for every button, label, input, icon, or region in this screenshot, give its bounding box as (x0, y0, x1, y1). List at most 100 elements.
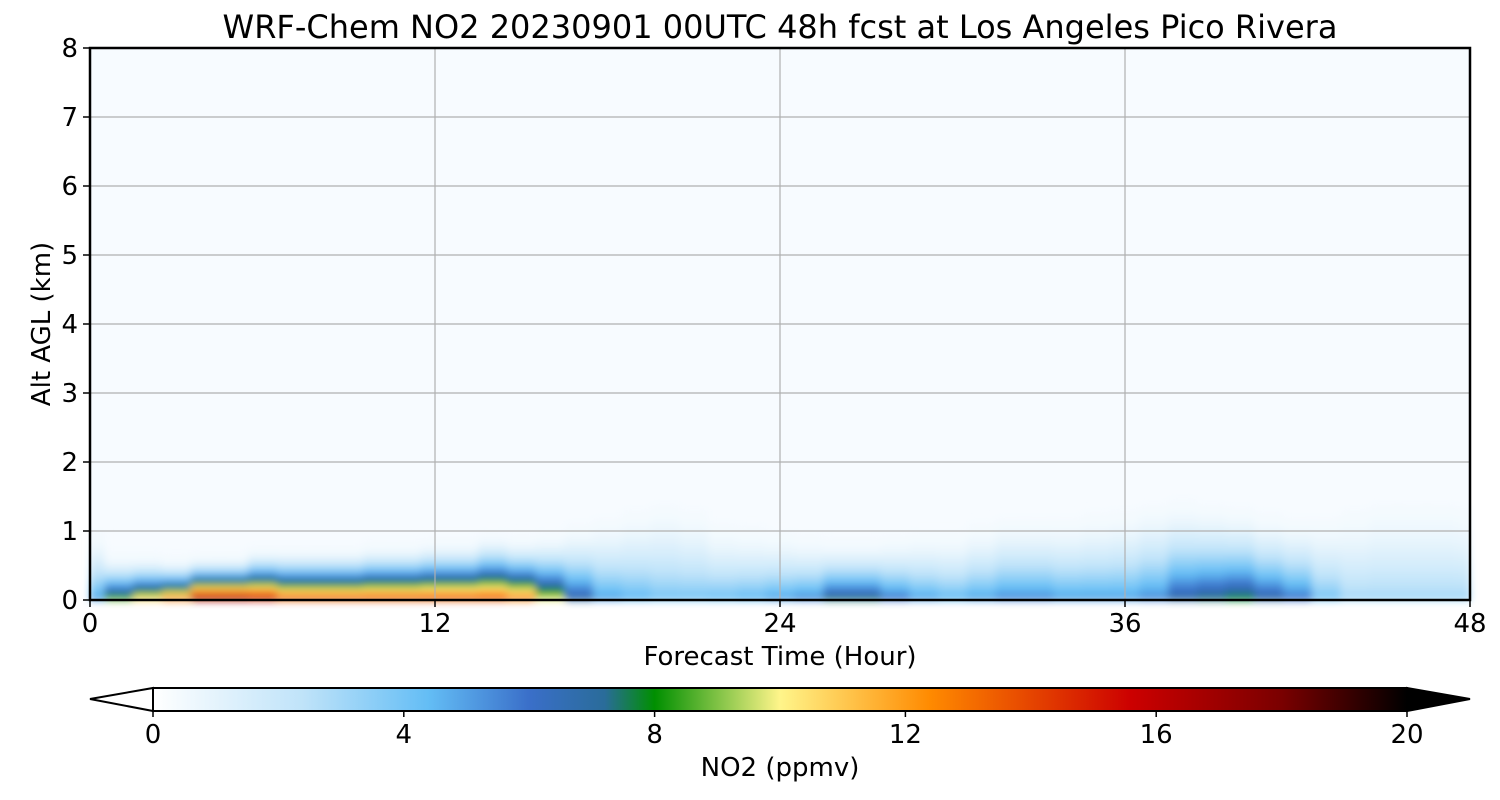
no2-cell (1398, 594, 1428, 598)
no2-cell (1081, 553, 1112, 557)
no2-cell (1369, 517, 1399, 521)
no2-cell (248, 550, 278, 554)
no2-cell (880, 575, 910, 579)
no2-cell (938, 544, 968, 549)
no2-cell (794, 558, 824, 562)
no2-cell (564, 528, 594, 532)
no2-cell (276, 569, 307, 573)
no2-cell (966, 580, 997, 585)
no2-cell (305, 564, 335, 568)
no2-cell (449, 539, 479, 543)
no2-cell (1225, 591, 1255, 596)
no2-cell (909, 577, 939, 582)
no2-cell (1225, 566, 1255, 571)
no2-cell (1283, 561, 1313, 565)
no2-cell (219, 558, 249, 562)
no2-cell (1225, 589, 1255, 593)
no2-cell (1311, 542, 1342, 546)
no2-cell (995, 572, 1025, 576)
no2-cell (1168, 561, 1198, 565)
no2-cell (1081, 577, 1112, 582)
no2-cell (593, 522, 623, 527)
no2-cell (1340, 594, 1370, 598)
no2-cell (1053, 561, 1083, 565)
no2-cell (1426, 522, 1457, 527)
no2-cell (391, 555, 422, 560)
no2-cell (794, 569, 824, 573)
no2-cell (391, 544, 422, 549)
no2-cell (1455, 517, 1471, 521)
no2-cell (1053, 555, 1083, 560)
no2-cell (1225, 539, 1255, 543)
no2-cell (305, 569, 335, 573)
no2-cell (708, 525, 738, 529)
no2-cell (1139, 564, 1169, 568)
no2-cell (1398, 514, 1428, 518)
no2-cell (276, 547, 307, 551)
no2-cell (736, 577, 767, 582)
no2-cell (708, 539, 738, 543)
no2-cell (794, 594, 824, 598)
no2-cell (966, 539, 997, 543)
no2-cell (90, 572, 105, 576)
no2-cell (1139, 536, 1169, 540)
no2-cell (823, 589, 853, 593)
no2-cell (823, 561, 853, 565)
no2-cell (1283, 589, 1313, 593)
no2-cell (248, 558, 278, 562)
no2-cell (1196, 508, 1227, 513)
no2-cell (679, 544, 709, 549)
no2-cell (1139, 544, 1169, 549)
no2-cell (90, 586, 105, 590)
no2-cell (1196, 575, 1227, 579)
no2-cell (363, 561, 393, 565)
no2-cell (1024, 555, 1054, 560)
no2-cell (1168, 555, 1198, 560)
no2-cell (1139, 520, 1169, 524)
no2-cell (650, 594, 680, 598)
no2-cell (1311, 525, 1342, 529)
no2-cell (1168, 569, 1198, 573)
no2-cell (363, 591, 393, 596)
no2-cell (679, 569, 709, 573)
no2-cell (1311, 558, 1342, 562)
no2-cell (1196, 586, 1227, 590)
no2-cell (650, 591, 680, 596)
no2-cell (909, 536, 939, 540)
no2-cell (535, 586, 565, 590)
no2-cell (305, 558, 335, 562)
no2-cell (1311, 531, 1342, 535)
no2-cell (1369, 591, 1399, 596)
no2-cell (564, 569, 594, 573)
no2-cell (1340, 514, 1370, 518)
no2-cell (1139, 528, 1169, 532)
no2-cell (880, 547, 910, 551)
no2-cell (966, 533, 997, 538)
no2-cell (909, 550, 939, 554)
no2-cell (794, 536, 824, 540)
no2-cell (966, 586, 997, 590)
no2-cell (535, 564, 565, 568)
no2-cell (190, 583, 220, 587)
no2-cell (1254, 561, 1284, 565)
no2-cell (1196, 514, 1227, 518)
no2-cell (995, 542, 1025, 546)
no2-cell (880, 580, 910, 585)
no2-cell (736, 539, 767, 543)
no2-cell (679, 550, 709, 554)
no2-cell (650, 533, 680, 538)
no2-cell (334, 550, 364, 554)
no2-cell (1311, 580, 1342, 585)
no2-cell (334, 553, 364, 557)
no2-cell (708, 547, 738, 551)
no2-cell (1311, 589, 1342, 593)
no2-cell (679, 508, 709, 513)
no2-cell (966, 536, 997, 540)
no2-cell (1340, 528, 1370, 532)
no2-cell (1024, 550, 1054, 554)
no2-cell (506, 547, 537, 551)
no2-cell (1196, 594, 1227, 598)
no2-cell (363, 583, 393, 587)
no2-cell (90, 575, 105, 579)
colorbar-gradient (153, 688, 1407, 711)
